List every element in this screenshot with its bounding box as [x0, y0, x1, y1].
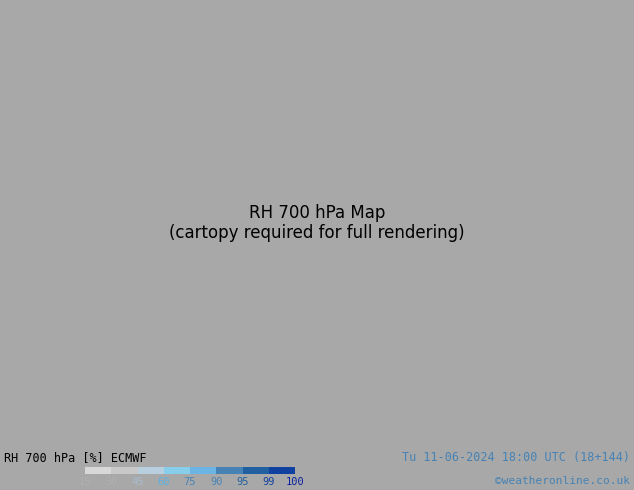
Text: 60: 60 — [157, 477, 170, 487]
Bar — [269, 467, 295, 474]
Text: RH 700 hPa [%] ECMWF: RH 700 hPa [%] ECMWF — [4, 451, 146, 464]
Bar — [190, 467, 216, 474]
Text: Tu 11-06-2024 18:00 UTC (18+144): Tu 11-06-2024 18:00 UTC (18+144) — [402, 451, 630, 464]
Bar — [138, 467, 164, 474]
Text: 100: 100 — [286, 477, 304, 487]
Bar — [216, 467, 242, 474]
Bar — [111, 467, 138, 474]
Text: 15: 15 — [79, 477, 91, 487]
Text: 30: 30 — [105, 477, 117, 487]
Bar — [242, 467, 269, 474]
Text: 75: 75 — [184, 477, 197, 487]
Text: ©weatheronline.co.uk: ©weatheronline.co.uk — [495, 476, 630, 486]
Text: 90: 90 — [210, 477, 223, 487]
Bar — [164, 467, 190, 474]
Text: 99: 99 — [262, 477, 275, 487]
Text: 45: 45 — [131, 477, 144, 487]
Text: 95: 95 — [236, 477, 249, 487]
Bar — [85, 467, 111, 474]
Text: RH 700 hPa Map
(cartopy required for full rendering): RH 700 hPa Map (cartopy required for ful… — [169, 203, 465, 243]
